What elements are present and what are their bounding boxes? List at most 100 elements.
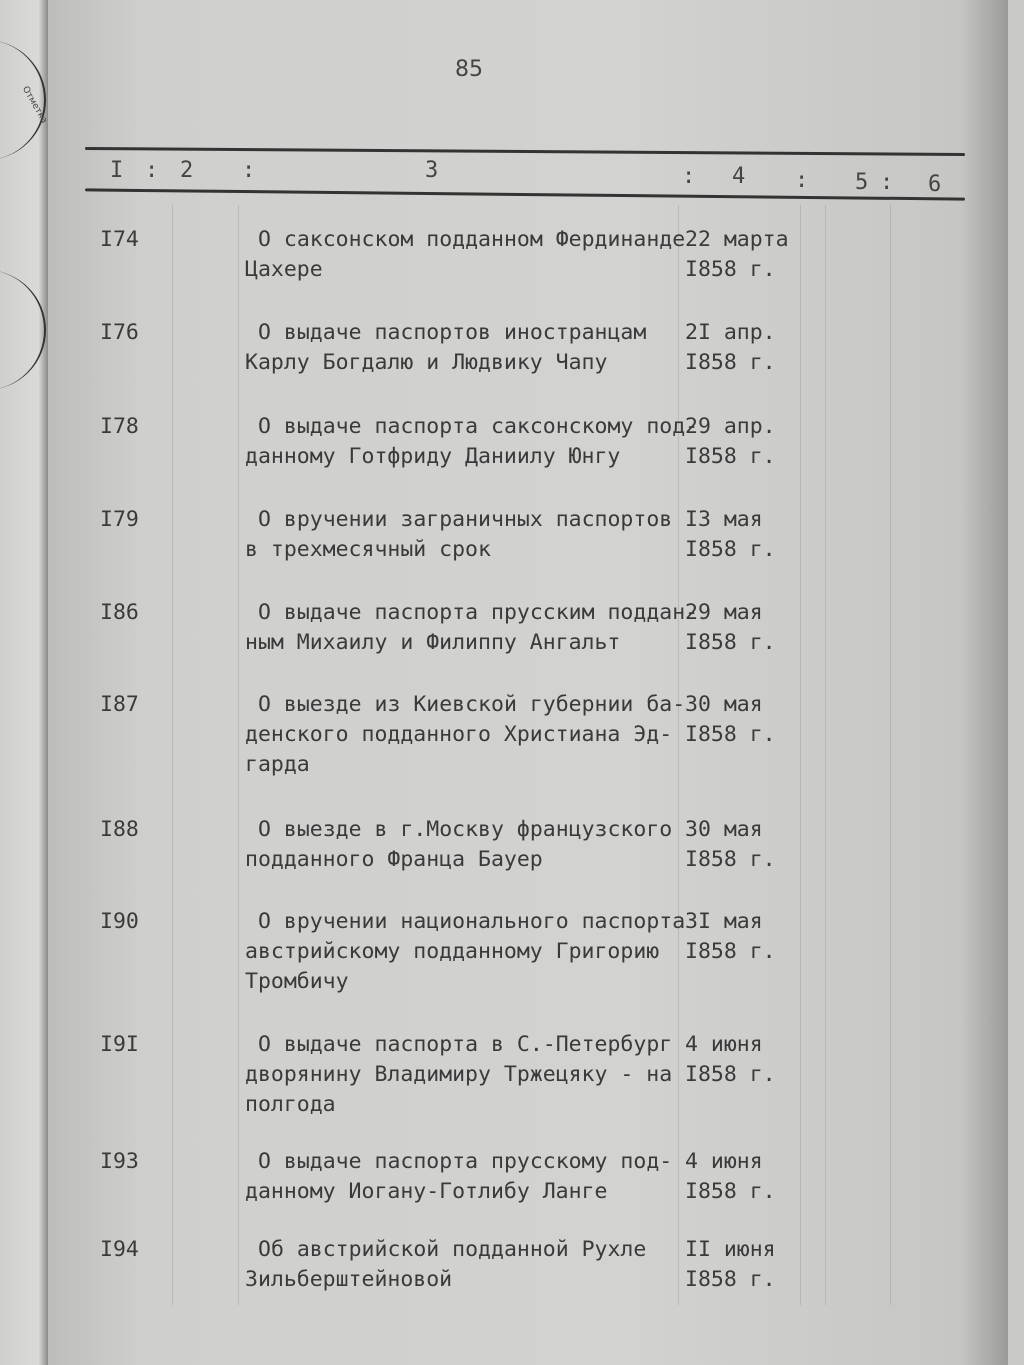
case-title: О вручении национального паспорта австрий… (245, 907, 685, 997)
case-title-line: полгода (245, 1092, 336, 1117)
case-date-line: I858 г. (685, 1267, 776, 1292)
case-date: 29 мая I858 г. (685, 598, 776, 658)
case-number: I87 (100, 692, 139, 717)
column-separator: : (242, 158, 256, 183)
case-title-line: австрийскому подданному Григорию (245, 939, 660, 964)
case-title-line: О вручении заграничных паспортов (258, 507, 673, 532)
binding-curve (0, 40, 46, 160)
case-date-line: 4 июня (685, 1149, 763, 1174)
case-date-line: I858 г. (685, 257, 776, 282)
column-number: 5 (855, 170, 869, 195)
case-date: 4 июня I858 г. (685, 1030, 776, 1090)
case-title-line: дворянину Владимиру Тржецяку - на (245, 1062, 673, 1087)
column-divider (238, 205, 239, 1305)
case-number: I74 (100, 227, 139, 252)
case-title-line: данному Иогану-Готлибу Ланге (245, 1179, 608, 1204)
case-date: 30 мая I858 г. (685, 690, 776, 750)
case-title-line: Об австрийской подданной Рухле (258, 1237, 647, 1262)
case-date-line: I858 г. (685, 350, 776, 375)
case-date-line: I858 г. (685, 1179, 776, 1204)
case-date: I3 мая I858 г. (685, 505, 776, 565)
column-number: 2 (180, 158, 194, 183)
case-date-line: 30 мая (685, 817, 763, 842)
case-title: О выдаче паспортов иностранцам Карлу Богд… (245, 318, 646, 378)
case-title: О выдаче паспорта в С.-Петербург дворянин… (245, 1030, 672, 1120)
column-divider (678, 205, 679, 1305)
case-date: 29 апр. I858 г. (685, 412, 776, 472)
case-date-line: 30 мая (685, 692, 763, 717)
column-separator: : (145, 158, 159, 183)
case-title: О выезде из Киевской губернии ба-денског… (245, 690, 685, 780)
column-separator: : (795, 168, 809, 193)
column-number: I (110, 158, 124, 183)
case-title: Об австрийской подданной Рухле Зильберште… (245, 1235, 646, 1295)
case-title-line: О выдаче паспортов иностранцам (258, 320, 647, 345)
page-number: 85 (455, 57, 483, 82)
case-title-line: Тромбичу (245, 969, 349, 994)
column-number: 3 (425, 158, 439, 183)
document-page (48, 0, 1008, 1365)
case-number: I86 (100, 600, 139, 625)
left-page-edge: Отметка (0, 0, 49, 1365)
case-title-line: гарда (245, 752, 310, 777)
case-title-line: подданного Франца Бауер (245, 847, 543, 872)
column-number: 6 (928, 172, 942, 197)
case-date-line: I3 мая (685, 507, 763, 532)
column-divider (825, 205, 826, 1305)
case-date: 30 мая I858 г. (685, 815, 776, 875)
case-title-line: данному Готфриду Даниилу Юнгу (245, 444, 621, 469)
case-date-line: I858 г. (685, 722, 776, 747)
case-title-line: О выдаче паспорта саксонскому под- (258, 414, 699, 439)
case-date: 22 марта I858 г. (685, 225, 789, 285)
case-title-line: О выдаче паспорта прусскому под- (258, 1149, 673, 1174)
case-title-line: в трехмесячный срок (245, 537, 491, 562)
case-date-line: I858 г. (685, 1062, 776, 1087)
case-title-line: Зильберштейновой (245, 1267, 453, 1292)
case-number: I93 (100, 1149, 139, 1174)
case-date-line: I858 г. (685, 630, 776, 655)
column-divider (800, 205, 801, 1305)
case-title-line: О выдаче паспорта прусским поддан- (258, 600, 699, 625)
case-title-line: О саксонском подданном Фердинанде (258, 227, 686, 252)
case-title: О саксонском подданном Фердинанде Цахере (245, 225, 685, 285)
case-title: О выдаче паспорта прусским поддан-ным Ми… (245, 598, 698, 658)
case-title-line: Цахере (245, 257, 323, 282)
case-date: 2I апр. I858 г. (685, 318, 776, 378)
case-title-line: О выезде из Киевской губернии ба- (258, 692, 686, 717)
case-date: II июня I858 г. (685, 1235, 776, 1295)
case-title-line: О выдаче паспорта в С.-Петербург (258, 1032, 673, 1057)
case-date-line: 22 марта (685, 227, 789, 252)
column-separator: : (682, 164, 696, 189)
case-date-line: I858 г. (685, 444, 776, 469)
case-date: 4 июня I858 г. (685, 1147, 776, 1207)
case-number: I88 (100, 817, 139, 842)
case-date-line: I858 г. (685, 537, 776, 562)
case-title-line: ным Михаилу и Филиппу Ангальт (245, 630, 621, 655)
case-date-line: 29 апр. (685, 414, 776, 439)
case-number: I94 (100, 1237, 139, 1262)
case-date-line: 29 мая (685, 600, 763, 625)
case-title: О выезде в г.Москву французского подданно… (245, 815, 672, 875)
case-number: I76 (100, 320, 139, 345)
case-number: I79 (100, 507, 139, 532)
case-title-line: Карлу Богдалю и Людвику Чапу (245, 350, 608, 375)
case-date: 3I мая I858 г. (685, 907, 776, 967)
case-date-line: II июня (685, 1237, 776, 1262)
case-number: I9I (100, 1032, 139, 1057)
case-date-line: I858 г. (685, 847, 776, 872)
column-divider (890, 205, 891, 1305)
case-number: I90 (100, 909, 139, 934)
case-date-line: 3I мая (685, 909, 763, 934)
case-number: I78 (100, 414, 139, 439)
case-title-line: О вручении национального паспорта (258, 909, 686, 934)
case-title: О выдаче паспорта прусскому под-данному … (245, 1147, 672, 1207)
case-date-line: I858 г. (685, 939, 776, 964)
column-divider (172, 205, 173, 1305)
case-title-line: денского подданного Христиана Эд- (245, 722, 673, 747)
case-title-line: О выезде в г.Москву французского (258, 817, 673, 842)
case-date-line: 2I апр. (685, 320, 776, 345)
column-number: 4 (732, 164, 746, 189)
column-separator: : (880, 170, 894, 195)
case-title: О выдаче паспорта саксонскому под-данном… (245, 412, 698, 472)
case-date-line: 4 июня (685, 1032, 763, 1057)
